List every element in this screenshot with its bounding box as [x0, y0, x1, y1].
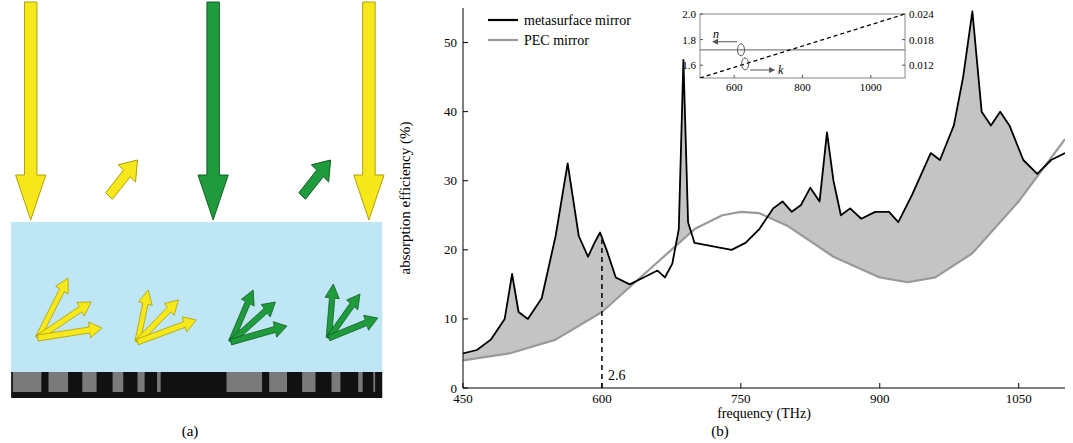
metasurface-element — [332, 372, 341, 392]
y-tick-label: 40 — [444, 104, 457, 119]
metasurface-element — [358, 372, 362, 392]
plot-marks — [463, 11, 1065, 388]
reflected-arrow — [299, 160, 331, 199]
incident-arrow — [354, 2, 384, 220]
scattered-arrow — [37, 322, 101, 341]
inset-y2-tick-label: 0.018 — [909, 34, 934, 46]
panel-a-diagram — [11, 2, 384, 398]
inset-y-tick-label: 2.0 — [682, 8, 696, 20]
inset-y-tick — [700, 14, 703, 15]
legend: metasurface mirror PEC mirror — [488, 13, 631, 48]
metasurface-element — [227, 372, 263, 392]
inset-y2-tick — [902, 14, 905, 15]
inset-x-tick — [802, 75, 803, 78]
series-indicator — [742, 58, 749, 70]
inset-series-line — [700, 14, 905, 78]
x-tick — [740, 383, 741, 388]
metasurface-element — [302, 372, 315, 392]
inset-y2-tick-label: 0.012 — [909, 59, 934, 71]
metasurface-element — [373, 372, 375, 392]
incident-arrow — [198, 2, 228, 220]
x-tick — [879, 383, 880, 388]
metasurface-element — [113, 372, 124, 392]
x-tick-label: 600 — [592, 391, 612, 406]
figure: (a)2.6450600750900105001020304050frequen… — [0, 0, 1073, 443]
inset-y2-tick — [902, 65, 905, 66]
inset-y-tick-label: 1.8 — [682, 34, 696, 46]
x-tick — [601, 383, 602, 388]
inset-y2-tick — [902, 39, 905, 40]
scattered-arrow — [137, 317, 197, 345]
series-line — [463, 11, 1065, 353]
metasurface-strip — [11, 372, 382, 398]
scattered-arrow — [328, 315, 378, 341]
series-indicator-arrow — [750, 67, 775, 73]
inset-frame — [700, 14, 905, 78]
x-axis-line — [463, 388, 1065, 389]
inset-y-tick — [700, 39, 703, 40]
y-tick — [463, 111, 468, 112]
panel-label: (a) — [182, 423, 199, 440]
inset-marks — [700, 14, 905, 78]
legend-swatch — [488, 19, 518, 21]
scattered-arrow — [230, 322, 287, 345]
shaded-enhancement — [463, 11, 1065, 388]
y-tick — [463, 318, 468, 319]
page: {"diagram": {"label": "(a)"}, "chart_dat… — [0, 0, 1073, 443]
y-tick — [463, 42, 468, 43]
series-name: n — [713, 27, 719, 41]
dielectric-layer — [11, 222, 382, 372]
x-tick-label: 750 — [731, 391, 751, 406]
inset-x-tick — [870, 75, 871, 78]
panel-b-chart: 2.6450600750900105001020304050frequency … — [397, 8, 1065, 422]
legend-label: PEC mirror — [524, 33, 589, 48]
inset-y-tick — [700, 65, 703, 66]
legend-label: metasurface mirror — [524, 13, 631, 28]
metasurface-element — [269, 372, 287, 392]
inset-x-tick — [734, 75, 735, 78]
y-axis-line — [463, 8, 464, 388]
y-tick-label: 50 — [444, 35, 457, 50]
y-tick — [463, 388, 468, 389]
inset-chart: 600 800 1000 1.6 1.8 2.0 0.012 0.018 0.024 n k — [682, 8, 934, 93]
y-axis-title: absorption efficiency (%) — [397, 121, 414, 274]
metasurface-element — [138, 372, 145, 392]
metasurface-element — [157, 372, 161, 392]
inset-y2-tick-label: 0.024 — [909, 8, 934, 20]
reflected-arrow — [106, 160, 138, 199]
legend-swatch — [488, 39, 518, 41]
inset-y-tick-label: 1.6 — [682, 59, 696, 71]
metasurface-element — [13, 372, 41, 392]
y-tick-label: 0 — [451, 381, 458, 396]
series-indicator — [738, 44, 745, 56]
x-tick — [463, 383, 464, 388]
inset-series-line — [700, 49, 905, 50]
y-tick — [463, 249, 468, 250]
x-axis-title: frequency (THz) — [717, 406, 811, 422]
x-tick-label: 1050 — [1006, 391, 1032, 406]
x-tick-label: 900 — [870, 391, 890, 406]
y-tick — [463, 180, 468, 181]
x-tick — [1018, 383, 1019, 388]
metasurface-element — [49, 372, 69, 392]
inset-x-tick-label: 600 — [726, 81, 743, 93]
annotation-label: 2.6 — [608, 368, 626, 383]
metasurface-element — [82, 372, 96, 392]
y-tick-label: 20 — [444, 242, 457, 257]
panel-label: (b) — [711, 423, 729, 440]
series-name: k — [778, 63, 784, 77]
incident-arrow — [16, 2, 46, 220]
y-tick-label: 10 — [444, 311, 457, 326]
inset-x-tick-label: 800 — [794, 81, 811, 93]
annotation-line — [601, 239, 603, 388]
y-tick-label: 30 — [444, 173, 457, 188]
inset-x-tick-label: 1000 — [860, 81, 883, 93]
